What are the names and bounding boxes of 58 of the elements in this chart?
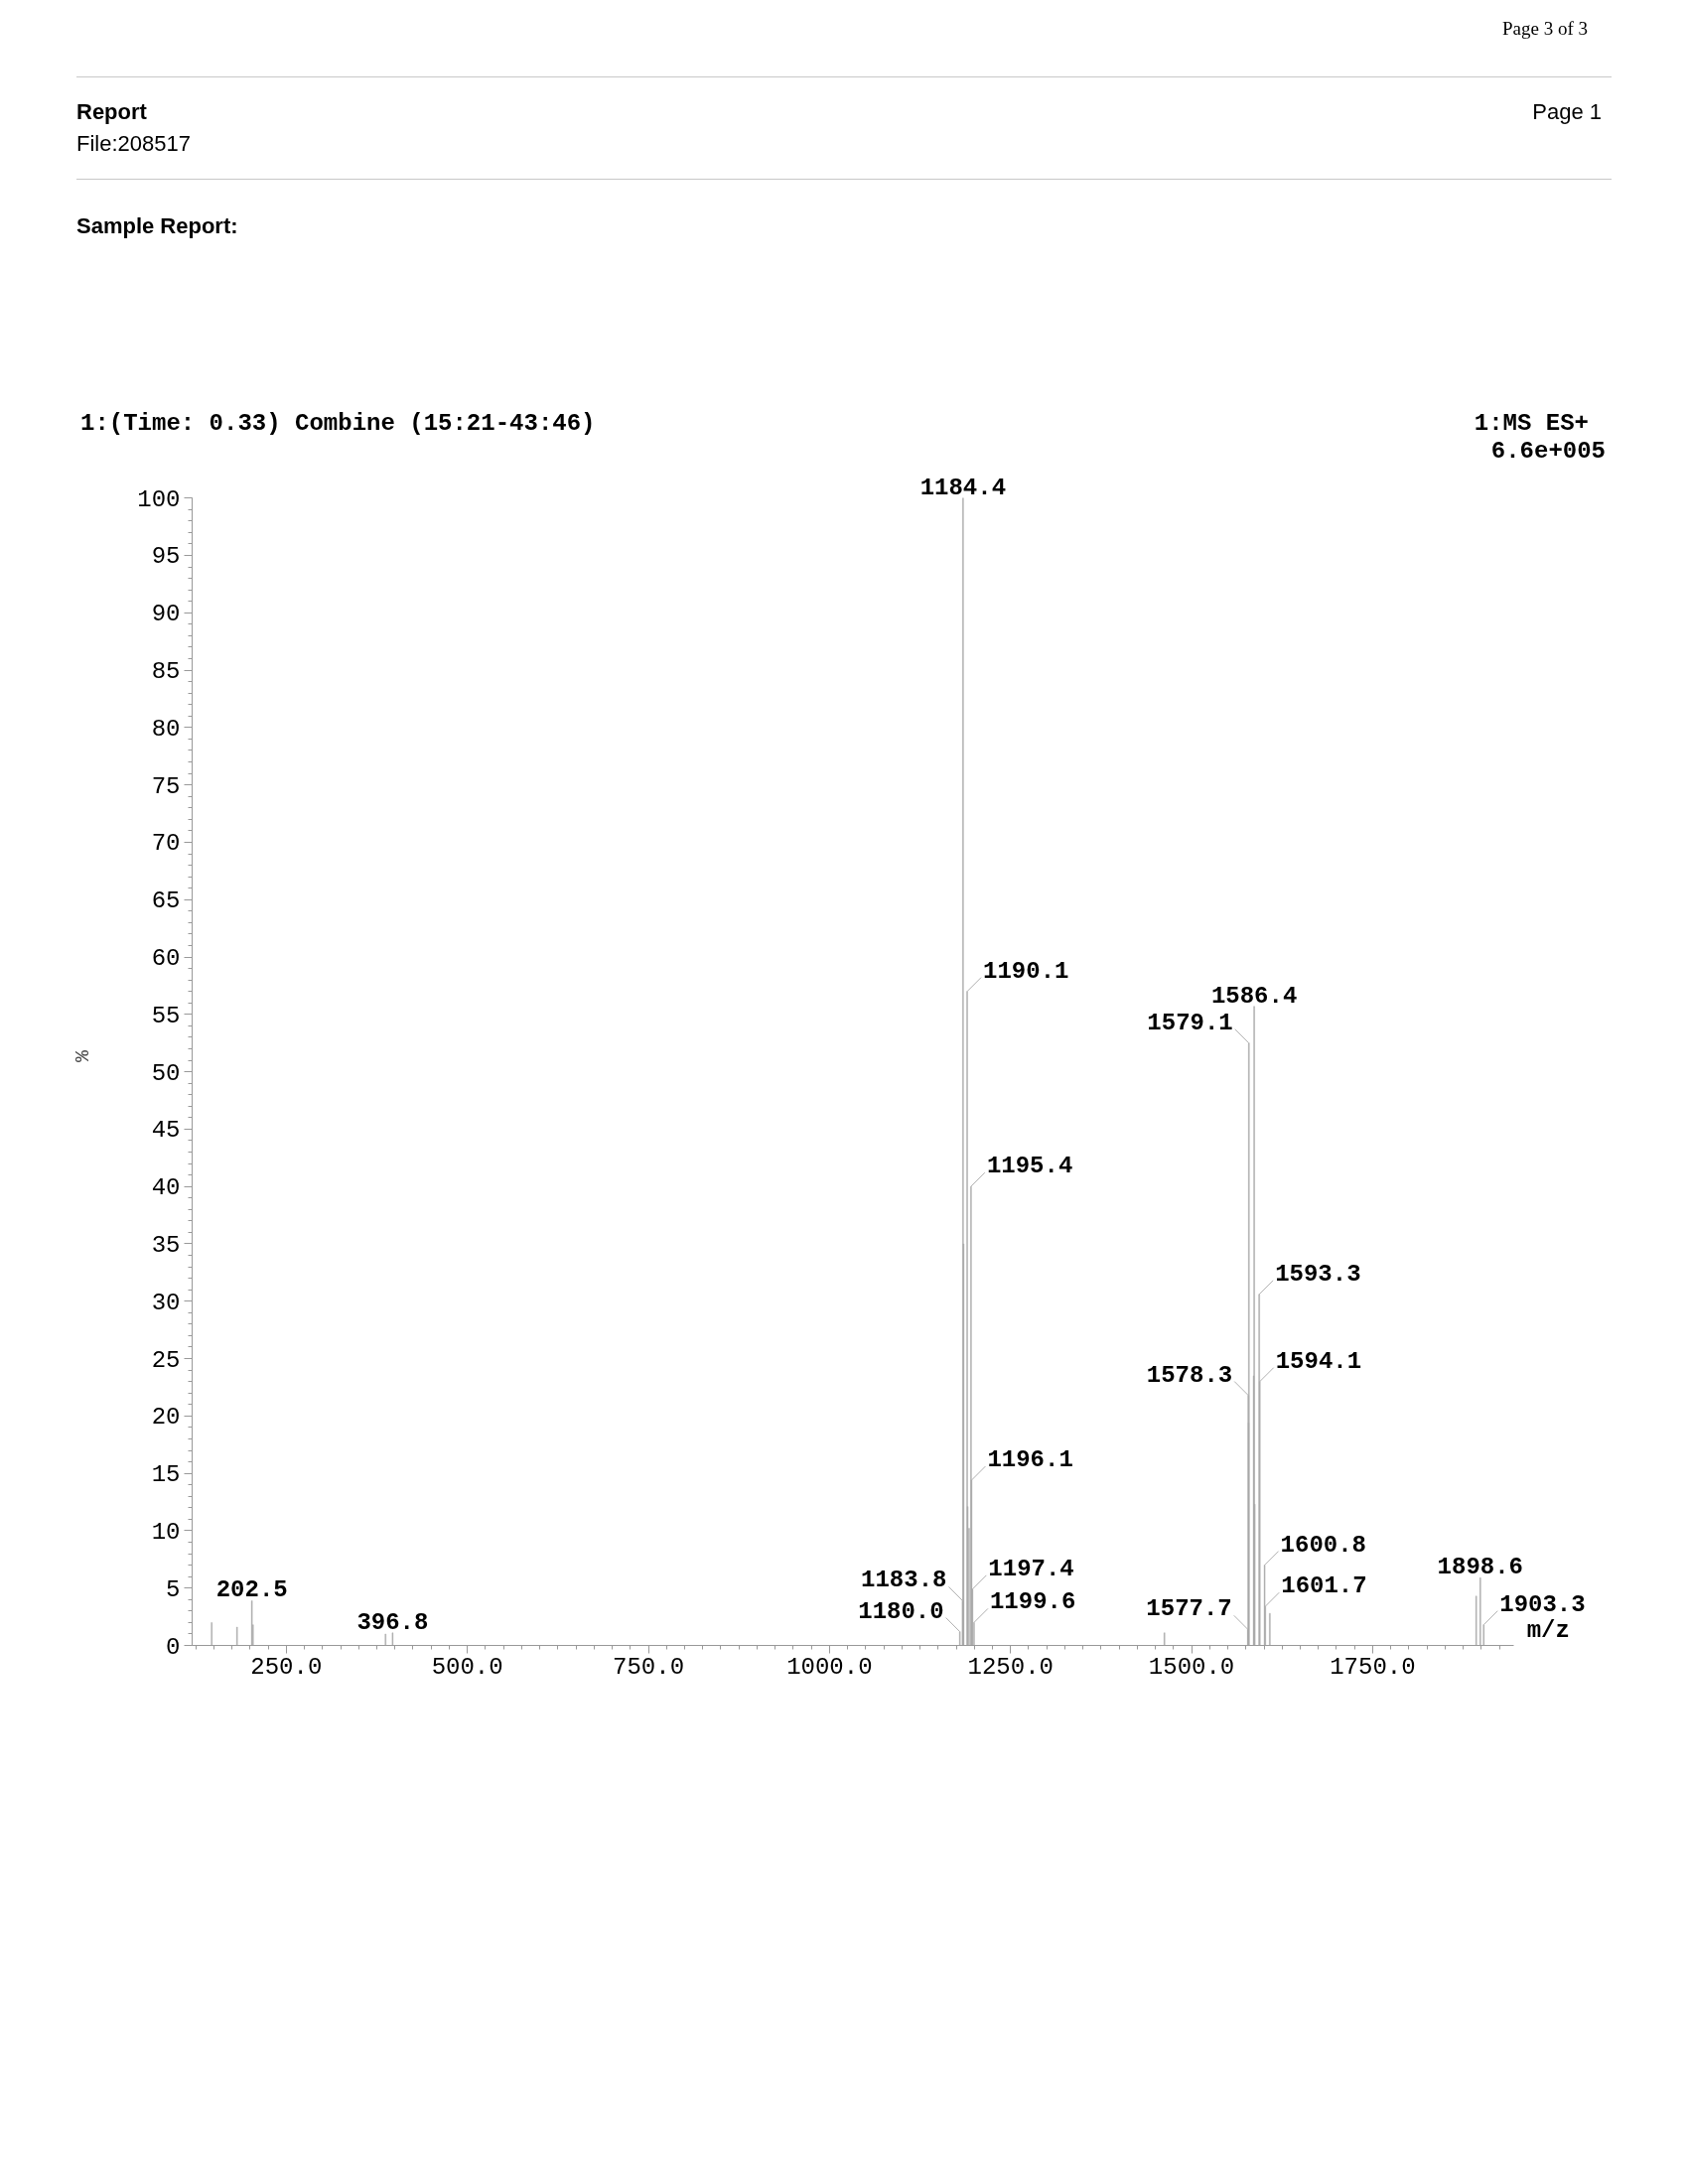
text: 6.6e+005 [1490,438,1606,466]
y-tick-label: 75 [151,772,181,800]
annotation: 1600.8 [1280,1531,1367,1559]
y-tick-label: 25 [151,1346,181,1374]
annotation: 1197.4 [988,1555,1074,1582]
y-tick-label: 70 [151,830,181,858]
annotation: 1594.1 [1275,1347,1362,1375]
y-tick-label: 0 [166,1633,181,1661]
x-tick-label: 1750.0 [1330,1653,1416,1681]
text: Page 3 of 3 [1501,17,1588,40]
annotation: 1196.1 [987,1446,1073,1474]
annotation: 1183.8 [861,1567,947,1594]
text: Page 1 [1532,99,1602,125]
annotation: 1190.1 [983,957,1069,985]
text: Report [76,99,147,125]
y-tick-label: 60 [151,945,181,973]
y-tick-label: 85 [151,658,181,686]
annotation: 1601.7 [1281,1572,1367,1600]
x-tick-label: 750.0 [613,1653,685,1681]
y-tick-label: 35 [151,1231,181,1259]
y-tick-label: 30 [151,1289,181,1316]
y-tick-label: 40 [151,1174,181,1202]
y-tick-label: 95 [151,543,181,571]
y-tick-label: 50 [151,1059,181,1087]
annotation: 1577.7 [1146,1595,1232,1623]
x-tick-label: 1250.0 [967,1653,1054,1681]
chart-title: 1:(Time: 0.33) Combine (15:21-43:46) [80,410,596,438]
y-tick-label: 10 [151,1518,181,1546]
annotation: 1898.6 [1437,1554,1524,1581]
y-tick-label: 15 [151,1461,181,1489]
x-tick-label: 1000.0 [786,1653,873,1681]
y-tick-label: 20 [151,1404,181,1432]
annotation: 1579.1 [1147,1009,1233,1036]
text: 1:MS ES+ [1474,410,1589,438]
y-tick-label: 80 [151,715,181,743]
y-tick-label: 65 [151,887,181,915]
annotation: 1578.3 [1146,1361,1233,1389]
y-tick-label: 100 [137,485,181,513]
text: File:208517 [76,131,191,157]
text: Sample Report: [76,213,238,239]
y-tick-label: 55 [151,1002,181,1029]
x-axis-title: m/z [1526,1616,1570,1644]
y-axis-title: % [71,1049,95,1062]
annotation: 1586.4 [1210,982,1298,1010]
annotation: 1195.4 [986,1153,1073,1180]
annotation: 1903.3 [1499,1590,1586,1618]
annotation: 1199.6 [989,1588,1076,1616]
annotation: 1180.0 [858,1597,944,1625]
y-tick-label: 90 [151,601,181,628]
annotation: 1184.4 [919,474,1007,501]
annotation: 1593.3 [1275,1260,1361,1288]
x-tick-label: 250.0 [250,1653,323,1681]
annotation: 202.5 [215,1576,288,1604]
y-tick-label: 45 [151,1117,181,1145]
y-tick-label: 5 [166,1575,181,1603]
annotation: 396.8 [356,1608,429,1636]
x-tick-label: 1500.0 [1148,1653,1235,1681]
x-tick-label: 500.0 [431,1653,503,1681]
